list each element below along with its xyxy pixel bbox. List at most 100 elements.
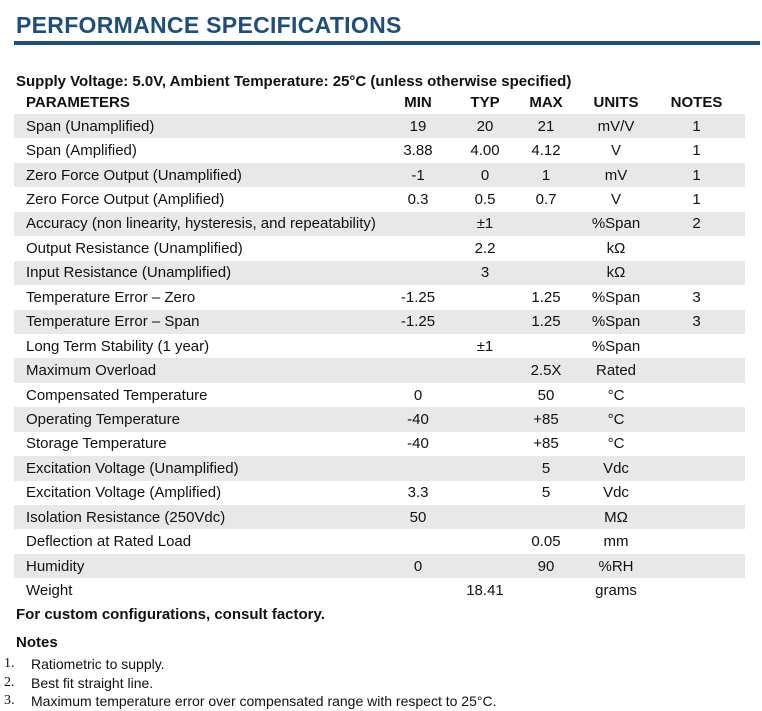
cell-min: 0.3: [407, 191, 429, 209]
table-row: Humidity 0 90 %RH: [14, 553, 745, 579]
cell-param: Zero Force Output (Amplified): [26, 191, 225, 209]
cell-param: Operating Temperature: [14, 407, 374, 432]
table-row: Compensated Temperature 0 50 °C: [14, 383, 745, 407]
cell-min: -40: [407, 435, 429, 453]
cell-typ: [462, 456, 508, 481]
note-number: 2.: [4, 674, 15, 690]
cell-max: 90: [508, 553, 584, 579]
table-row: Isolation Resistance (250Vdc) 50 MΩ: [14, 505, 745, 530]
cell-min: [374, 358, 462, 383]
cell-units: %Span: [584, 309, 648, 334]
cell-max: 0.7: [535, 191, 557, 209]
cell-typ: [462, 383, 508, 407]
cell-units: V: [610, 191, 621, 209]
cell-param: Maximum Overload: [14, 358, 374, 383]
table-row: Maximum Overload 2.5X Rated: [14, 358, 745, 383]
cell-units: mV/V: [584, 114, 648, 139]
cell-min: -1.25: [374, 309, 462, 334]
cell-max: [508, 236, 584, 260]
header-notes: NOTES: [670, 94, 723, 111]
cell-typ: ±1: [476, 337, 494, 355]
header-parameters: PARAMETERS: [26, 94, 130, 111]
cell-max: [508, 211, 584, 237]
cell-typ: 20: [462, 114, 508, 139]
cell-units: %Span: [591, 288, 641, 306]
table-row: Operating Temperature -40 +85 °C: [14, 407, 745, 432]
cell-units: grams: [595, 582, 637, 600]
cell-param: Output Resistance (Unamplified): [26, 239, 243, 257]
cell-units: Rated: [584, 358, 648, 383]
notes-heading: Notes: [16, 634, 58, 651]
cell-notes: [648, 236, 745, 260]
cell-typ: [462, 358, 508, 383]
cell-typ: ±1: [462, 211, 508, 237]
cell-notes: 3: [692, 288, 701, 306]
cell-max: [508, 505, 584, 530]
cell-typ: [462, 407, 508, 432]
cell-param: Span (Amplified): [26, 142, 137, 160]
cell-typ: 2.2: [474, 239, 496, 257]
cell-notes: [648, 432, 745, 456]
cell-max: 21: [508, 114, 584, 139]
cell-param: Weight: [26, 582, 73, 600]
table-row: Zero Force Output (Amplified) 0.3 0.5 0.7 V 1: [14, 187, 745, 211]
cell-typ: [462, 481, 508, 505]
note-text: Best fit straight line.: [31, 674, 154, 691]
cell-max: 5: [541, 484, 551, 502]
table-row: Excitation Voltage (Unamplified) 5 Vdc: [14, 456, 745, 481]
cell-typ: [462, 285, 508, 309]
cell-param: Compensated Temperature: [26, 386, 208, 404]
cell-min: [374, 236, 462, 260]
cell-min: [374, 456, 462, 481]
cell-typ: 3: [462, 260, 508, 286]
cell-typ: 0: [462, 162, 508, 188]
cell-max: 4.12: [531, 142, 561, 160]
cell-min: 0: [413, 386, 423, 404]
table-row: Zero Force Output (Unamplified) -1 0 1 mV 1: [14, 162, 745, 188]
cell-min: [374, 529, 462, 553]
cell-param: Isolation Resistance (250Vdc): [14, 505, 374, 530]
cell-notes: [648, 260, 745, 286]
table-row: Deflection at Rated Load 0.05 mm: [14, 529, 745, 553]
cell-notes: 1: [648, 114, 745, 139]
table-row: Long Term Stability (1 year) ±1 %Span: [14, 334, 745, 358]
header-typ: TYP: [470, 94, 500, 111]
cell-max: 2.5X: [508, 358, 584, 383]
cell-notes: [648, 481, 745, 505]
table-row: Temperature Error – Span -1.25 1.25 %Span 3: [14, 309, 745, 334]
cell-units: Vdc: [603, 484, 629, 502]
table-row: Storage Temperature -40 +85 °C: [14, 432, 745, 456]
cell-min: -40: [374, 407, 462, 432]
cell-min: [374, 578, 462, 602]
conditions-subtitle: Supply Voltage: 5.0V, Ambient Temperatur…: [16, 73, 572, 90]
cell-notes: [648, 553, 745, 579]
cell-min: 3.3: [407, 484, 429, 502]
cell-notes: [648, 505, 745, 530]
cell-notes: 1: [692, 191, 701, 209]
cell-typ: 18.41: [466, 582, 504, 600]
cell-min: 3.88: [403, 142, 433, 160]
cell-notes: 3: [648, 309, 745, 334]
spec-table-body: Span (Unamplified) 19 20 21 mV/V 1 Span (Ampli…: [14, 114, 745, 603]
header-min: MIN: [404, 94, 432, 111]
cell-min: [374, 260, 462, 286]
cell-typ: [462, 553, 508, 579]
cell-max: [508, 260, 584, 286]
table-row: Span (Unamplified) 19 20 21 mV/V 1: [14, 114, 745, 139]
cell-min: -1: [374, 162, 462, 188]
cell-min: 19: [374, 114, 462, 139]
cell-units: %RH: [584, 553, 648, 579]
cell-min: [374, 211, 462, 237]
cell-notes: [648, 358, 745, 383]
cell-max: 1.25: [531, 288, 561, 306]
cell-param: Excitation Voltage (Unamplified): [14, 456, 374, 481]
cell-units: °C: [607, 386, 625, 404]
custom-config-note: For custom configurations, consult facto…: [16, 606, 325, 623]
cell-max: [508, 578, 584, 602]
cell-units: %Span: [584, 211, 648, 237]
cell-param: Span (Unamplified): [14, 114, 374, 139]
cell-typ: [462, 432, 508, 456]
header-max: MAX: [529, 94, 563, 111]
cell-param: Zero Force Output (Unamplified): [14, 162, 374, 188]
cell-max: 0.05: [531, 533, 561, 551]
